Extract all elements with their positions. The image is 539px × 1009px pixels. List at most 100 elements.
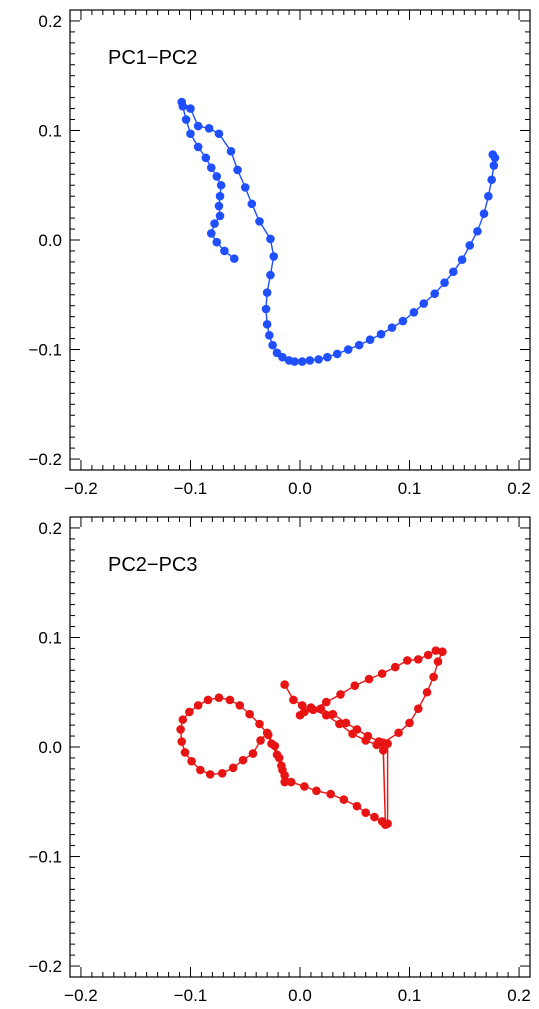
data-point: [261, 304, 271, 314]
data-point: [193, 121, 203, 131]
data-point: [398, 316, 408, 326]
data-point: [212, 237, 222, 247]
data-point: [383, 739, 392, 749]
data-point: [323, 352, 332, 362]
y-tick-label: 0.2: [38, 12, 62, 31]
data-point: [326, 789, 335, 799]
data-point: [180, 748, 190, 757]
x-tick-label: 0.1: [398, 479, 422, 498]
data-point: [228, 763, 238, 773]
data-point: [473, 226, 482, 236]
data-point: [321, 710, 331, 720]
data-point: [240, 183, 250, 192]
data-point: [290, 357, 299, 366]
data-point: [352, 801, 362, 811]
data-point: [178, 715, 188, 724]
y-tick-label: −0.2: [28, 450, 62, 469]
data-point: [280, 777, 289, 787]
data-point: [335, 719, 344, 729]
data-point: [387, 323, 397, 332]
data-point: [336, 690, 345, 699]
data-point: [235, 701, 245, 710]
y-tick-label: 0.0: [38, 231, 62, 250]
data-point: [181, 115, 191, 124]
x-tick-label: −0.2: [64, 479, 98, 498]
data-point: [413, 655, 423, 664]
data-point: [487, 175, 496, 185]
x-tick-label: 0.0: [288, 986, 312, 1005]
data-point: [312, 786, 321, 796]
data-point: [225, 695, 235, 705]
data-point: [185, 707, 194, 717]
data-point: [176, 725, 185, 734]
data-point: [238, 755, 248, 765]
y-tick-label: −0.1: [28, 848, 62, 867]
data-point: [479, 209, 489, 219]
data-point: [255, 217, 264, 226]
panel-title: PC2−PC3: [108, 554, 198, 576]
axis-tick-labels: −0.2 −0.1 0.0 0.1 0.2 −0.2 −0.1 0.0 0.1 0.2: [28, 519, 530, 1005]
data-point: [300, 782, 309, 791]
x-tick-label: −0.2: [64, 986, 98, 1005]
data-point: [205, 770, 215, 779]
x-tick-label: 0.2: [507, 986, 531, 1005]
data-point: [316, 704, 326, 713]
data-point: [212, 172, 222, 181]
panel-title: PC1−PC2: [108, 47, 198, 69]
y-tick-label: −0.1: [28, 341, 62, 360]
x-tick-label: 0.2: [507, 479, 531, 498]
data-point: [297, 357, 307, 366]
data-point: [270, 741, 280, 751]
data-point: [214, 129, 224, 139]
data-point: [305, 356, 315, 365]
series-line: [180, 100, 496, 363]
series-pc2-pc3: [176, 646, 447, 830]
y-tick-label: 0.1: [38, 628, 62, 647]
data-point: [354, 340, 364, 350]
axis-tick-labels: −0.2 −0.1 0.0 0.1 0.2 −0.2 −0.1 0.0 0.1 0.2: [28, 12, 530, 498]
data-point: [187, 756, 196, 766]
data-point: [394, 728, 403, 738]
data-point: [245, 709, 254, 719]
data-point: [269, 252, 279, 261]
axis-ticks: [70, 517, 530, 977]
data-point: [286, 777, 296, 787]
data-point: [265, 330, 274, 340]
data-point: [376, 329, 386, 339]
data-point: [457, 255, 467, 265]
data-point: [255, 719, 264, 729]
data-point: [419, 299, 429, 308]
series-line: [179, 649, 444, 825]
plot-frame: [69, 516, 531, 978]
data-point: [306, 703, 316, 712]
data-point: [263, 730, 273, 740]
data-point: [196, 765, 205, 775]
y-tick-label: 0.1: [38, 121, 62, 140]
data-point: [278, 352, 287, 362]
y-tick-label: 0.2: [38, 519, 62, 538]
data-point: [297, 701, 307, 710]
x-tick-label: −0.1: [174, 986, 208, 1005]
data-point: [332, 349, 342, 359]
panel-pc2-pc3: PC2−PC3 −0.2 −0.1 0.0 0.1 0.2 −0.2 −0.1 0.0 0.1 0…: [28, 516, 531, 1005]
data-point: [390, 662, 400, 672]
series-pc1-pc2: [177, 97, 500, 366]
data-point: [206, 163, 216, 173]
data-point: [229, 254, 239, 263]
data-point: [350, 681, 360, 690]
data-point: [339, 795, 349, 804]
data-point: [248, 749, 258, 758]
y-tick-label: −0.2: [28, 957, 62, 976]
data-point: [377, 817, 387, 826]
x-tick-label: 0.1: [398, 986, 422, 1005]
data-point: [374, 737, 384, 746]
data-point: [409, 307, 419, 317]
data-point: [321, 697, 331, 707]
data-point: [193, 701, 203, 710]
data-point: [280, 680, 289, 689]
data-point: [289, 695, 298, 705]
data-point: [300, 707, 309, 717]
data-point: [203, 695, 213, 705]
data-point: [215, 211, 225, 221]
data-point: [488, 150, 498, 159]
